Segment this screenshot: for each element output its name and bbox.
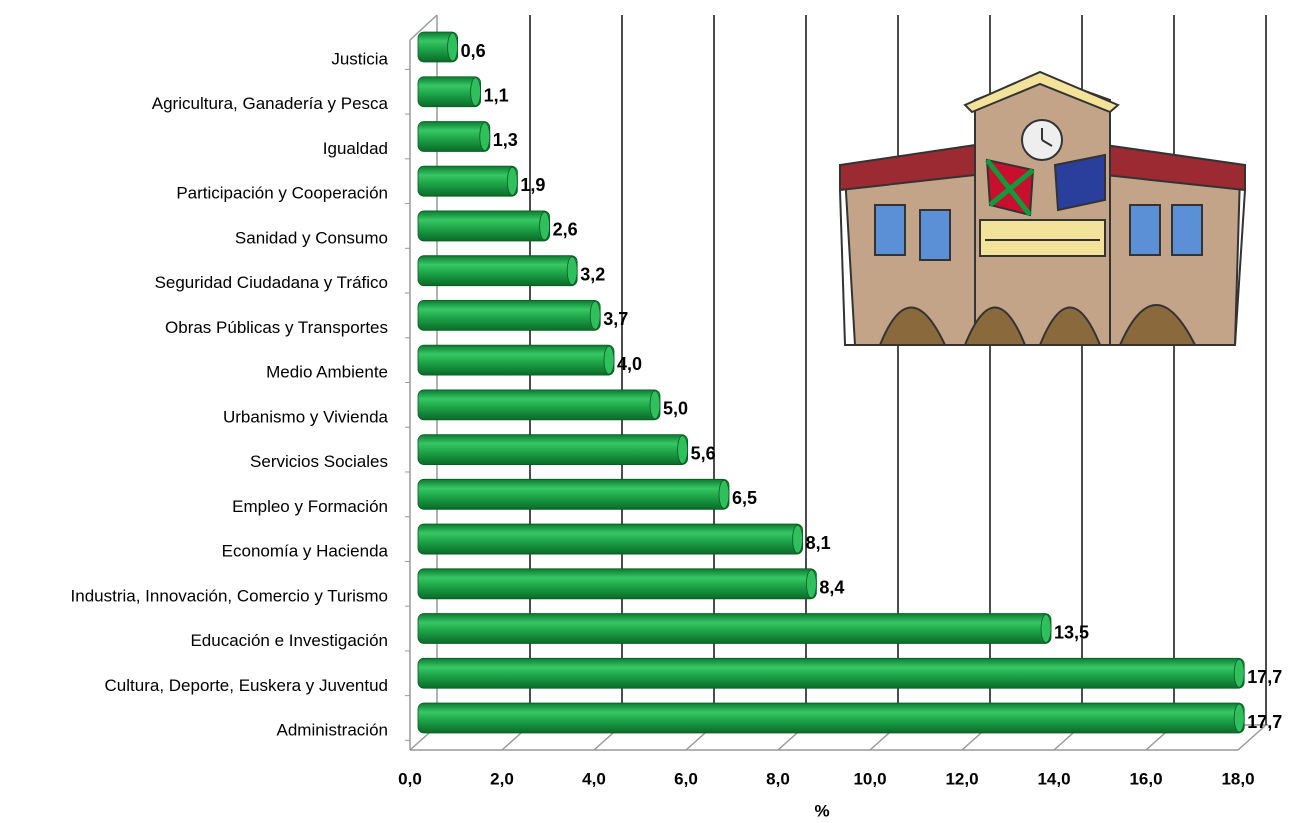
data-label: 6,5	[732, 488, 757, 508]
x-tick-label: 2,0	[490, 769, 514, 788]
bar	[417, 255, 578, 287]
y-tick-label: Participación y Cooperación	[176, 184, 388, 203]
x-tick-label: 8,0	[766, 769, 790, 788]
bar-cap	[470, 77, 482, 107]
data-label: 8,1	[806, 533, 831, 553]
y-tick-label: Urbanismo y Vivienda	[223, 407, 389, 426]
data-label: 13,5	[1054, 622, 1089, 642]
y-tick-label: Servicios Sociales	[250, 452, 388, 471]
bar	[417, 210, 551, 242]
bar-cap	[677, 435, 688, 465]
data-label: 3,7	[603, 309, 628, 329]
data-label: 4,0	[617, 354, 642, 374]
bar-cap	[507, 166, 518, 196]
bar	[417, 657, 1245, 689]
bar	[417, 478, 730, 510]
bar	[417, 702, 1245, 734]
data-label: 1,1	[484, 85, 509, 105]
bar-cap	[1040, 614, 1052, 643]
data-label: 17,7	[1247, 667, 1282, 687]
x-tick-label: 0,0	[398, 769, 422, 788]
y-tick-label: Sanidad y Consumo	[235, 228, 388, 247]
x-tick-label: 16,0	[1129, 769, 1162, 788]
y-tick-label: Medio Ambiente	[266, 363, 388, 382]
x-tick-label: 14,0	[1037, 769, 1070, 788]
bar	[417, 299, 601, 331]
x-tick-label: 4,0	[582, 769, 606, 788]
data-label: 8,4	[819, 578, 844, 598]
x-axis-label: %	[814, 801, 829, 818]
bar	[417, 434, 689, 466]
y-tick-label: Justicia	[331, 49, 388, 68]
bar-cap	[589, 300, 601, 330]
bar-cap	[1233, 703, 1245, 733]
data-label: 1,9	[520, 175, 545, 195]
data-label: 5,0	[663, 399, 688, 419]
bar-cap	[566, 256, 578, 286]
bar-cap	[1233, 658, 1245, 688]
bar	[417, 344, 615, 376]
y-tick-label: Seguridad Ciudadana y Tráfico	[155, 273, 388, 292]
tick-mark	[1237, 724, 1267, 751]
x-tick-label: 6,0	[674, 769, 698, 788]
bar-cap	[603, 345, 615, 375]
bar-cap	[447, 32, 459, 62]
data-label: 17,7	[1247, 712, 1282, 732]
y-tick-label: Economía y Hacienda	[222, 542, 389, 561]
bar	[417, 568, 817, 600]
y-tick-label: Cultura, Deporte, Euskera y Juventud	[105, 676, 388, 695]
x-tick-label: 12,0	[945, 769, 978, 788]
data-label: 2,6	[553, 220, 578, 240]
bar-cap	[479, 122, 491, 151]
bar	[417, 389, 661, 421]
bar-cap	[806, 569, 817, 599]
bar	[417, 165, 518, 197]
x-tick-label: 18,0	[1221, 769, 1254, 788]
x-tick-label: 10,0	[853, 769, 886, 788]
y-tick-label: Industria, Innovación, Comercio y Turism…	[71, 586, 388, 605]
bar	[417, 613, 1052, 644]
bar	[417, 523, 804, 555]
y-tick-label: Administración	[277, 720, 389, 739]
data-label: 5,6	[691, 443, 716, 463]
y-tick-label: Educación e Investigación	[190, 631, 388, 650]
town-hall-illustration	[839, 70, 1246, 346]
bar-cap	[718, 479, 730, 509]
bar-cap	[792, 524, 803, 554]
bar-cap	[539, 211, 550, 241]
data-label: 0,6	[461, 41, 486, 61]
bar-cap	[649, 390, 661, 420]
y-tick-label: Obras Públicas y Transportes	[165, 318, 388, 337]
data-label: 1,3	[493, 130, 518, 150]
bar	[417, 121, 491, 152]
y-tick-label: Agricultura, Ganadería y Pesca	[152, 94, 389, 113]
y-tick-label: Igualdad	[323, 139, 388, 158]
y-tick-label: Empleo y Formación	[232, 497, 388, 516]
data-label: 3,2	[580, 264, 605, 284]
